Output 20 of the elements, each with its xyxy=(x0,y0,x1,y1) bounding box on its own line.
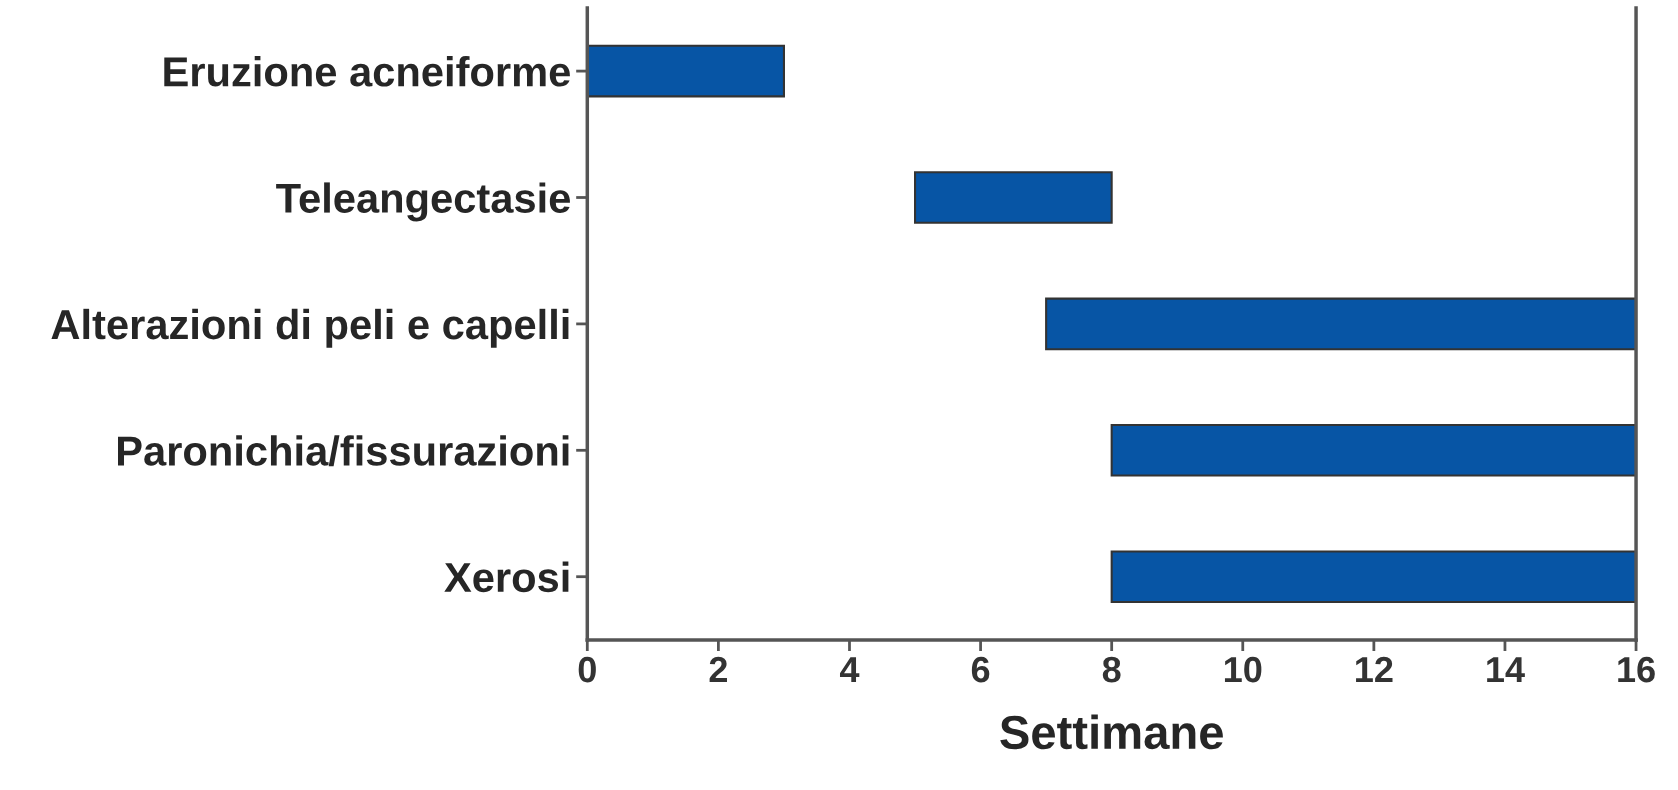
bar xyxy=(913,171,1113,224)
x-tick-label: 16 xyxy=(1618,656,1655,683)
y-tick-label: Paronichia/fissurazioni xyxy=(118,435,569,467)
x-tick-label: 8 xyxy=(1102,656,1121,683)
bar xyxy=(1110,423,1637,477)
bar xyxy=(587,44,785,98)
x-tick-label: 0 xyxy=(578,656,596,683)
x-tick-label: 12 xyxy=(1356,656,1393,683)
x-axis-title: Settimane xyxy=(1000,714,1223,750)
bar xyxy=(1110,550,1637,604)
y-tick-label: Alterazioni di peli e capelli xyxy=(51,308,569,348)
y-tick-label: Eruzione acneiforme xyxy=(164,56,570,87)
x-tick-label: 2 xyxy=(709,656,727,683)
x-tick-label: 10 xyxy=(1224,656,1262,683)
x-tick-label: 14 xyxy=(1487,657,1525,683)
y-tick-label: Teleangectasie xyxy=(276,182,570,222)
x-tick-label: 6 xyxy=(971,656,990,683)
x-tick-label: 4 xyxy=(839,657,860,683)
y-tick-label: Xerosi xyxy=(444,561,569,593)
bar xyxy=(1045,297,1637,351)
